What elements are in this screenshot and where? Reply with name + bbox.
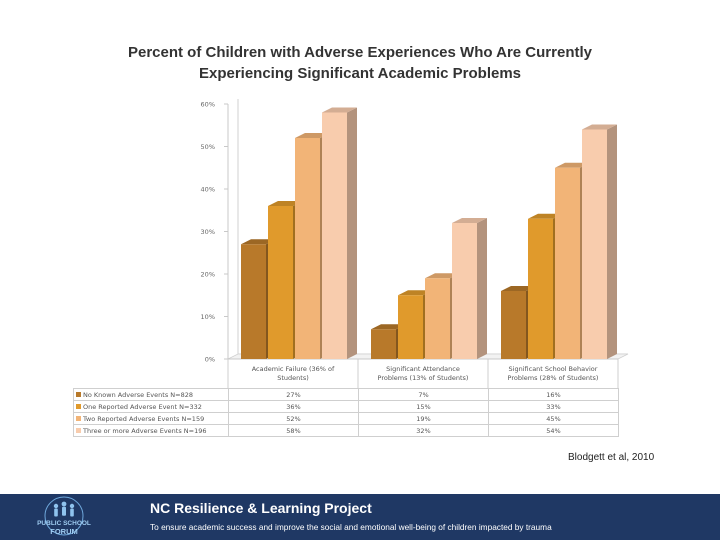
table-cell: 16% [488, 388, 619, 401]
table-cell: 58% [228, 424, 359, 437]
bar-chart: 0% 10% 20% 30% 40% 50% 60% Academic Failure (36… [201, 99, 629, 389]
bar-top [371, 324, 406, 330]
footer-subtitle: To ensure academic success and improve t… [150, 522, 552, 532]
table-cell: 36% [228, 400, 359, 413]
bar-top [501, 286, 536, 291]
table-cell: 52% [228, 412, 359, 425]
citation: Blodgett et al, 2010 [568, 452, 655, 463]
chart-title: Percent of Children with Adverse Experie… [127, 44, 592, 82]
y-tick-label: 0% [205, 356, 215, 364]
bar-top [528, 213, 563, 219]
bar-top [582, 124, 617, 130]
legend-entry: Three or more Adverse Events N=196 [73, 424, 229, 437]
legend-entry: No Known Adverse Events N=828 [73, 388, 229, 401]
data-table: No Known Adverse Events N=828 27% 7% 16% One… [73, 388, 619, 437]
logo-text-line1: PUBLIC SCHOOL [37, 520, 91, 527]
table-cell: 15% [358, 400, 489, 413]
legend-label: No Known Adverse Events N=828 [83, 390, 193, 399]
legend-swatch [76, 404, 81, 409]
bar [295, 138, 320, 359]
category-label: Significant School Behavior [509, 365, 598, 373]
bar [501, 291, 526, 359]
category-label: Students) [277, 374, 309, 382]
bar-side [607, 124, 617, 359]
category-label: Problems (13% of Students) [378, 374, 469, 382]
bar [582, 129, 607, 359]
legend-entry: Two Reported Adverse Events N=159 [73, 412, 229, 425]
table-cell: 32% [358, 424, 489, 437]
y-tick-label: 20% [201, 271, 215, 279]
bar-top [452, 218, 487, 223]
bar-top [425, 273, 460, 279]
bar [555, 167, 580, 359]
legend-label: Three or more Adverse Events N=196 [83, 426, 207, 435]
bar [268, 206, 293, 359]
bar [425, 278, 450, 359]
bar [241, 244, 266, 359]
table-cell: 27% [228, 388, 359, 401]
bar-top [322, 107, 357, 113]
bar-side [477, 218, 487, 359]
category-label: Academic Failure (36% of [252, 365, 335, 373]
legend-label: Two Reported Adverse Events N=159 [83, 414, 205, 423]
y-tick-label: 60% [201, 101, 215, 109]
footer-bar: PUBLIC SCHOOL FORUM NC Resilience & Lear… [0, 494, 720, 540]
y-tick-label: 50% [201, 143, 215, 151]
legend-swatch [76, 416, 81, 421]
table-cell: 54% [488, 424, 619, 437]
legend-label: One Reported Adverse Event N=332 [83, 402, 202, 411]
legend-entry: One Reported Adverse Event N=332 [73, 400, 229, 413]
table-row: One Reported Adverse Event N=332 36% 15% 33… [73, 400, 619, 413]
table-cell: 45% [488, 412, 619, 425]
bar [452, 223, 477, 359]
y-tick-label: 40% [201, 186, 215, 194]
category-label: Significant Attendance [386, 365, 460, 373]
bar-top [241, 239, 276, 245]
public-school-forum-logo: PUBLIC SCHOOL FORUM [37, 496, 91, 536]
y-tick-label: 10% [201, 313, 215, 321]
logo-text-line2: FORUM [50, 527, 78, 536]
bar [398, 295, 423, 359]
table-row: Three or more Adverse Events N=196 58% 32%… [73, 424, 619, 437]
bar [528, 218, 553, 359]
legend-swatch [76, 392, 81, 397]
bar-top [295, 133, 330, 138]
table-row: No Known Adverse Events N=828 27% 7% 16% [73, 388, 619, 401]
legend-swatch [76, 428, 81, 433]
table-cell: 7% [358, 388, 489, 401]
bar [322, 112, 347, 359]
table-cell: 33% [488, 400, 619, 413]
table-cell: 19% [358, 412, 489, 425]
bar-side [347, 107, 357, 359]
y-tick-label: 30% [201, 228, 215, 236]
table-row: Two Reported Adverse Events N=159 52% 19% 4… [73, 412, 619, 425]
footer-title: NC Resilience & Learning Project [150, 500, 372, 516]
bar-top [268, 201, 303, 206]
bar-top [398, 290, 433, 296]
category-label: Problems (28% of Students) [508, 374, 599, 382]
bar-top [555, 162, 590, 168]
bar [371, 329, 396, 359]
